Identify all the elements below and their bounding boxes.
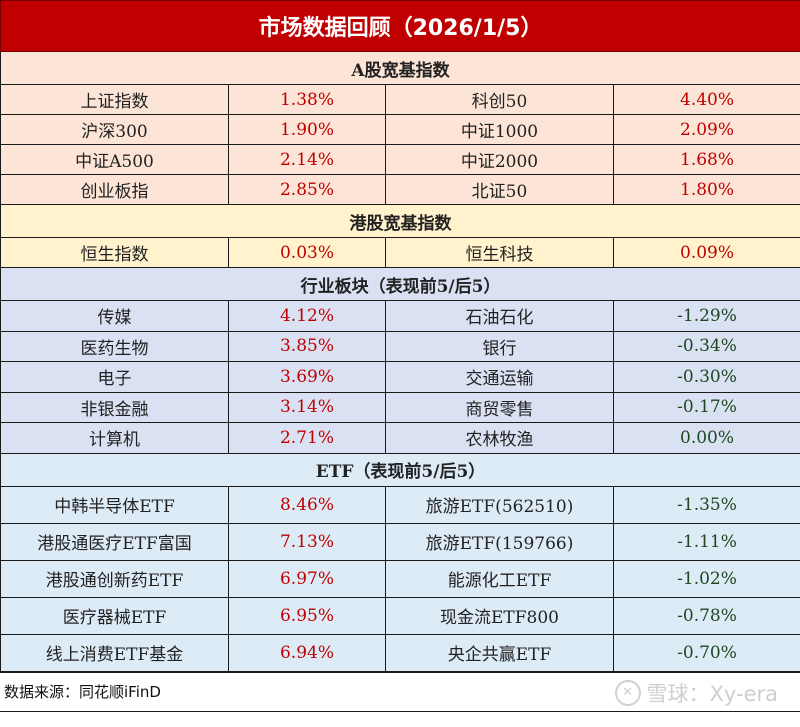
index-name: 沪深300	[0, 114, 229, 145]
table-row: 沪深300 1.90% 中证1000 2.09%	[0, 114, 800, 145]
change-value: 1.90%	[228, 114, 386, 145]
change-value: 1.68%	[612, 144, 800, 175]
section-header: ETF（表现前5/后5）	[0, 452, 800, 487]
change-value: 8.46%	[228, 485, 386, 524]
etf-name: 央企共赢ETF	[385, 633, 614, 672]
snowball-logo-icon: ✕	[614, 679, 641, 706]
etf-name: 旅游ETF(159766)	[385, 522, 614, 561]
change-value: 3.14%	[228, 391, 386, 423]
table-row: 港股通医疗ETF富国 7.13% 旅游ETF(159766) -1.11%	[0, 522, 800, 561]
table-row: 传媒 4.12% 石油石化 -1.29%	[0, 300, 800, 332]
change-value: -1.11%	[612, 522, 800, 561]
section-industry: 行业板块（表现前5/后5） 传媒 4.12% 石油石化 -1.29% 医药生物 …	[0, 267, 800, 454]
sector-name: 商贸零售	[385, 391, 614, 423]
table-row: 医疗器械ETF 6.95% 现金流ETF800 -0.78%	[0, 596, 800, 635]
change-value: -0.70%	[612, 633, 800, 672]
change-value: 6.95%	[228, 596, 386, 635]
footer: 数据来源：同花顺iFinD ✕ 雪球：Xy-era	[0, 671, 800, 712]
table-row: 医药生物 3.85% 银行 -0.34%	[0, 330, 800, 362]
table-row: 电子 3.69% 交通运输 -0.30%	[0, 361, 800, 393]
etf-name: 中韩半导体ETF	[0, 485, 229, 524]
change-value: 6.97%	[228, 559, 386, 598]
sector-name: 电子	[0, 361, 229, 393]
etf-name: 旅游ETF(562510)	[385, 485, 614, 524]
sector-name: 农林牧渔	[385, 422, 614, 454]
table-row: 上证指数 1.38% 科创50 4.40%	[0, 84, 800, 115]
index-name: 中证A500	[0, 144, 229, 175]
change-value: 2.14%	[228, 144, 386, 175]
change-value: 3.85%	[228, 330, 386, 362]
section-hk: 港股宽基指数 恒生指数 0.03% 恒生科技 0.09%	[0, 204, 800, 268]
sector-name: 非银金融	[0, 391, 229, 423]
change-value: 2.85%	[228, 174, 386, 205]
sector-name: 银行	[385, 330, 614, 362]
change-value: 0.03%	[228, 237, 386, 268]
change-value: -0.78%	[612, 596, 800, 635]
data-table: 市场数据回顾（2026/1/5） A股宽基指数 上证指数 1.38% 科创50 …	[0, 0, 800, 672]
table-row: 中证A500 2.14% 中证2000 1.68%	[0, 144, 800, 175]
change-value: 0.00%	[612, 422, 800, 454]
etf-name: 医疗器械ETF	[0, 596, 229, 635]
change-value: 1.80%	[612, 174, 800, 205]
sector-name: 传媒	[0, 300, 229, 332]
watermark: ✕ 雪球：Xy-era	[614, 678, 778, 708]
index-name: 中证2000	[385, 144, 614, 175]
etf-name: 能源化工ETF	[385, 559, 614, 598]
data-source: 数据来源：同花顺iFinD	[4, 682, 161, 701]
index-name: 北证50	[385, 174, 614, 205]
change-value: -1.02%	[612, 559, 800, 598]
change-value: -1.29%	[612, 300, 800, 332]
etf-name: 港股通医疗ETF富国	[0, 522, 229, 561]
change-value: 4.40%	[612, 84, 800, 115]
section-header: 行业板块（表现前5/后5）	[0, 267, 800, 301]
change-value: -0.34%	[612, 330, 800, 362]
change-value: -0.17%	[612, 391, 800, 423]
table-row: 计算机 2.71% 农林牧渔 0.00%	[0, 422, 800, 454]
index-name: 中证1000	[385, 114, 614, 145]
index-name: 恒生科技	[385, 237, 614, 268]
title-row: 市场数据回顾（2026/1/5）	[0, 0, 800, 52]
index-name: 科创50	[385, 84, 614, 115]
sector-name: 石油石化	[385, 300, 614, 332]
change-value: 0.09%	[612, 237, 800, 268]
index-name: 上证指数	[0, 84, 229, 115]
watermark-text: 雪球：Xy-era	[646, 681, 778, 706]
sector-name: 交通运输	[385, 361, 614, 393]
sector-name: 医药生物	[0, 330, 229, 362]
change-value: 1.38%	[228, 84, 386, 115]
sector-name: 计算机	[0, 422, 229, 454]
index-name: 恒生指数	[0, 237, 229, 268]
table-row: 创业板指 2.85% 北证50 1.80%	[0, 174, 800, 205]
change-value: -1.35%	[612, 485, 800, 524]
table-row: 恒生指数 0.03% 恒生科技 0.09%	[0, 237, 800, 268]
section-etf: ETF（表现前5/后5） 中韩半导体ETF 8.46% 旅游ETF(562510…	[0, 452, 800, 672]
change-value: -0.30%	[612, 361, 800, 393]
etf-name: 现金流ETF800	[385, 596, 614, 635]
table-row: 线上消费ETF基金 6.94% 央企共赢ETF -0.70%	[0, 633, 800, 672]
section-a-share: A股宽基指数 上证指数 1.38% 科创50 4.40% 沪深300 1.90%…	[0, 51, 800, 205]
table-row: 非银金融 3.14% 商贸零售 -0.17%	[0, 391, 800, 423]
change-value: 3.69%	[228, 361, 386, 393]
section-header: A股宽基指数	[0, 51, 800, 85]
change-value: 2.09%	[612, 114, 800, 145]
change-value: 2.71%	[228, 422, 386, 454]
section-header: 港股宽基指数	[0, 204, 800, 238]
table-row: 港股通创新药ETF 6.97% 能源化工ETF -1.02%	[0, 559, 800, 598]
change-value: 4.12%	[228, 300, 386, 332]
change-value: 6.94%	[228, 633, 386, 672]
page-title: 市场数据回顾（2026/1/5）	[0, 0, 800, 52]
change-value: 7.13%	[228, 522, 386, 561]
index-name: 创业板指	[0, 174, 229, 205]
etf-name: 港股通创新药ETF	[0, 559, 229, 598]
etf-name: 线上消费ETF基金	[0, 633, 229, 672]
table-row: 中韩半导体ETF 8.46% 旅游ETF(562510) -1.35%	[0, 485, 800, 524]
